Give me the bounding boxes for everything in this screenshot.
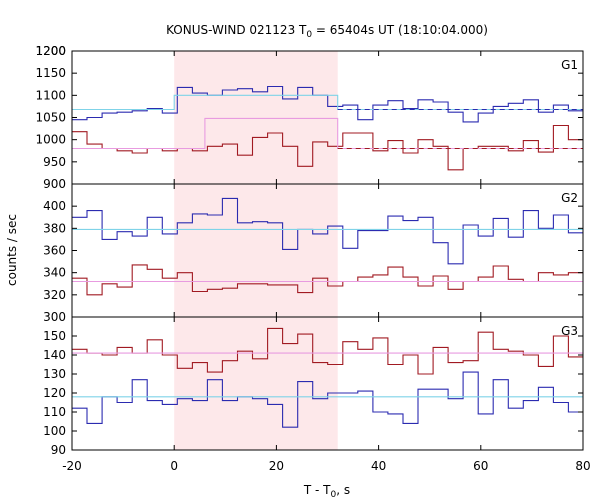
series-line [72,327,583,375]
x-tick-label: 80 [575,459,590,473]
y-tick-label: 1000 [35,133,66,147]
y-tick-label: 100 [43,424,66,438]
panel-label: G2 [561,191,578,205]
y-tick-label: 950 [43,155,66,169]
x-tick-label: -20 [62,459,82,473]
y-axis-label: counts / sec [5,214,19,286]
xlabel-prefix: T - T [303,483,331,497]
y-tick-label: 380 [43,221,66,235]
y-tick-label: 150 [43,329,66,343]
xlabel-suffix: , s [336,483,350,497]
y-tick-label: 300 [43,310,66,324]
x-tick-label: 40 [371,459,386,473]
y-tick-label: 140 [43,348,66,362]
x-tick-label: 20 [269,459,284,473]
series-line [72,264,583,296]
panel-label: G3 [561,324,578,338]
series-line [72,371,583,428]
y-tick-label: 900 [43,177,66,191]
y-tick-label: 360 [43,244,66,258]
y-tick-label: 1200 [35,44,66,58]
x-tick-label: 0 [170,459,178,473]
xlabel-subscript: 0 [331,490,337,500]
highlight-band [174,184,338,317]
panel-frame [71,316,584,451]
x-axis-label: T - T0, s [303,483,350,500]
y-tick-label: 120 [43,386,66,400]
chart-title: KONUS-WIND 021123 T0 = 65404s UT (18:10:… [166,23,488,40]
y-tick-label: 110 [43,405,66,419]
y-tick-label: 1150 [35,66,66,80]
highlight-band [174,51,338,184]
title-suffix: = 65404s UT (18:10:04.000) [312,23,488,37]
y-tick-label: 320 [43,288,66,302]
y-tick-label: 340 [43,266,66,280]
y-tick-label: 90 [51,443,66,457]
x-tick-label: 60 [473,459,488,473]
y-tick-label: 1100 [35,88,66,102]
title-prefix: KONUS-WIND 021123 T [166,23,307,37]
y-tick-label: 1050 [35,111,66,125]
y-tick-label: 400 [43,199,66,213]
title-subscript: 0 [306,30,312,40]
panel-label: G1 [561,58,578,72]
highlight-band [174,317,338,450]
series-line [72,197,583,265]
y-tick-label: 1200 [35,44,66,58]
y-tick-label: 130 [43,367,66,381]
